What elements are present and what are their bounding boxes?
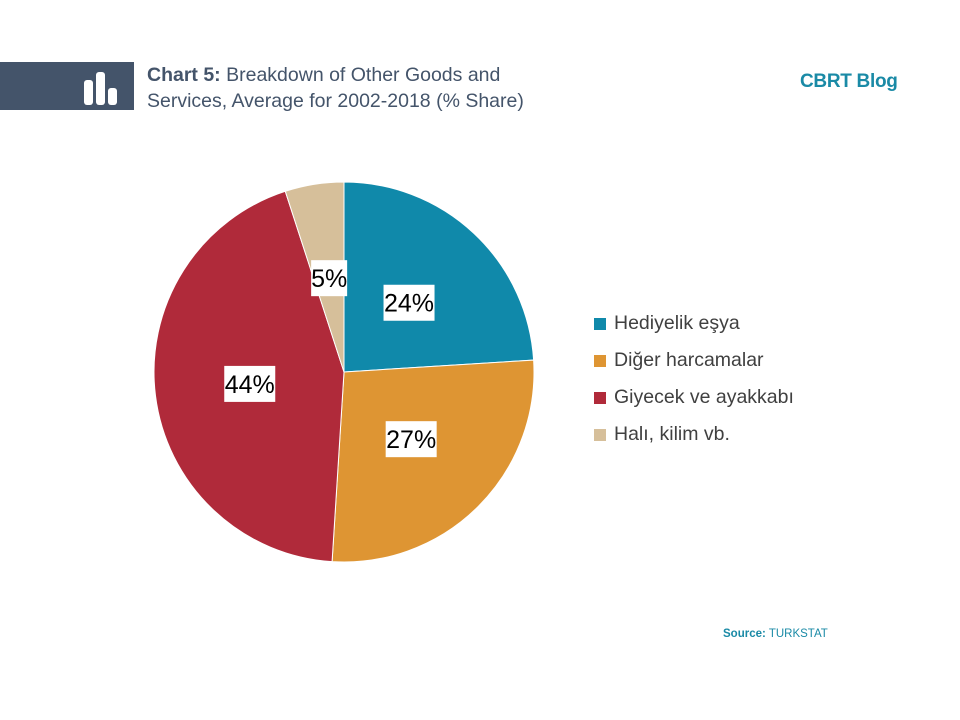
bar-chart-icon	[84, 72, 117, 105]
svg-text:5%: 5%	[311, 265, 347, 293]
brand-logo: CBRT Blog	[800, 71, 898, 92]
source-note: Source: TURKSTAT	[723, 628, 828, 640]
chart-number: Chart 5:	[147, 64, 221, 86]
chart-legend: Hediyelik eşya Diğer harcamalar Giyecek ve…	[594, 305, 794, 453]
pie-slice-hediyelik-esya	[343, 181, 535, 373]
legend-label: Giyecek ve ayakkabı	[614, 386, 794, 408]
legend-item-hal-kilim-vb: Halı, kilim vb.	[594, 416, 794, 453]
legend-swatch	[594, 391, 606, 404]
data-label-diger-harcamalar: 27%	[385, 421, 437, 458]
legend-item-hediyelik-esya: Hediyelik eşya	[594, 305, 794, 342]
source-value: TURKSTAT	[765, 628, 828, 640]
chart-title-text: Breakdown of Other Goods and Services, A…	[147, 64, 524, 112]
legend-label: Hediyelik eşya	[614, 312, 740, 334]
svg-text:24%: 24%	[384, 290, 434, 318]
pie-slice-diger-harcamalar	[331, 359, 535, 563]
svg-text:44%: 44%	[225, 371, 275, 399]
data-label-hal-kilim-vb: 5%	[311, 260, 347, 297]
legend-swatch	[594, 428, 606, 441]
data-label-giyecek-ve-ayakkab: 44%	[224, 365, 276, 402]
chart-title: Chart 5: Breakdown of Other Goods and Se…	[147, 62, 567, 114]
legend-item-giyecek-ve-ayakkab: Giyecek ve ayakkabı	[594, 379, 794, 416]
svg-text:27%: 27%	[386, 426, 436, 454]
header-bar	[0, 62, 134, 110]
legend-item-diger-harcamalar: Diğer harcamalar	[594, 342, 794, 379]
legend-label: Halı, kilim vb.	[614, 423, 730, 445]
legend-swatch	[594, 317, 606, 330]
legend-label: Diğer harcamalar	[614, 349, 764, 371]
source-label: Source:	[723, 628, 766, 640]
data-label-hediyelik-esya: 24%	[383, 284, 435, 321]
legend-swatch	[594, 354, 606, 367]
